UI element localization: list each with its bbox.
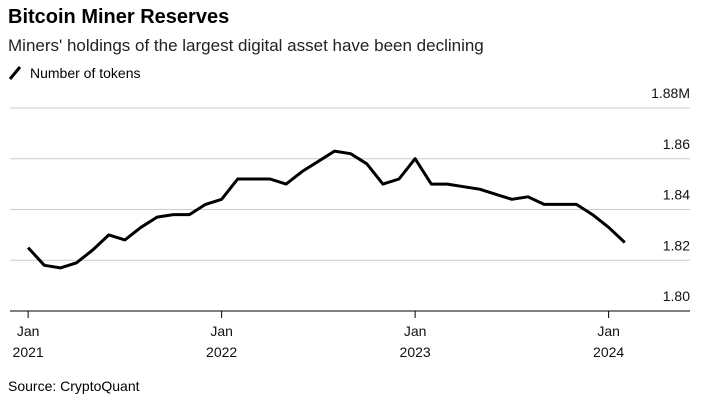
legend-label: Number of tokens [30, 65, 141, 81]
x-tick-label: 2022 [206, 344, 237, 360]
x-tick-label: Jan [210, 323, 233, 339]
y-tick-label: 1.84 [663, 187, 690, 203]
chart-subtitle: Miners' holdings of the largest digital … [8, 36, 484, 55]
y-tick-label: 1.80 [663, 288, 690, 304]
chart-title: Bitcoin Miner Reserves [8, 6, 229, 28]
x-tick-label: Jan [597, 323, 620, 339]
y-tick-label: 1.86 [663, 136, 690, 152]
y-tick-label: 1.82 [663, 237, 690, 253]
legend-swatch [8, 66, 22, 80]
x-tick-label: 2023 [400, 344, 431, 360]
data-line [26, 149, 626, 270]
source: Source: CryptoQuant [8, 378, 140, 394]
x-tick-label: 2024 [593, 344, 624, 360]
x-tick-label: 2021 [13, 344, 44, 360]
x-tick-label: Jan [404, 323, 427, 339]
y-tick-label: 1.88M [651, 85, 690, 101]
x-tick-label: Jan [17, 323, 40, 339]
